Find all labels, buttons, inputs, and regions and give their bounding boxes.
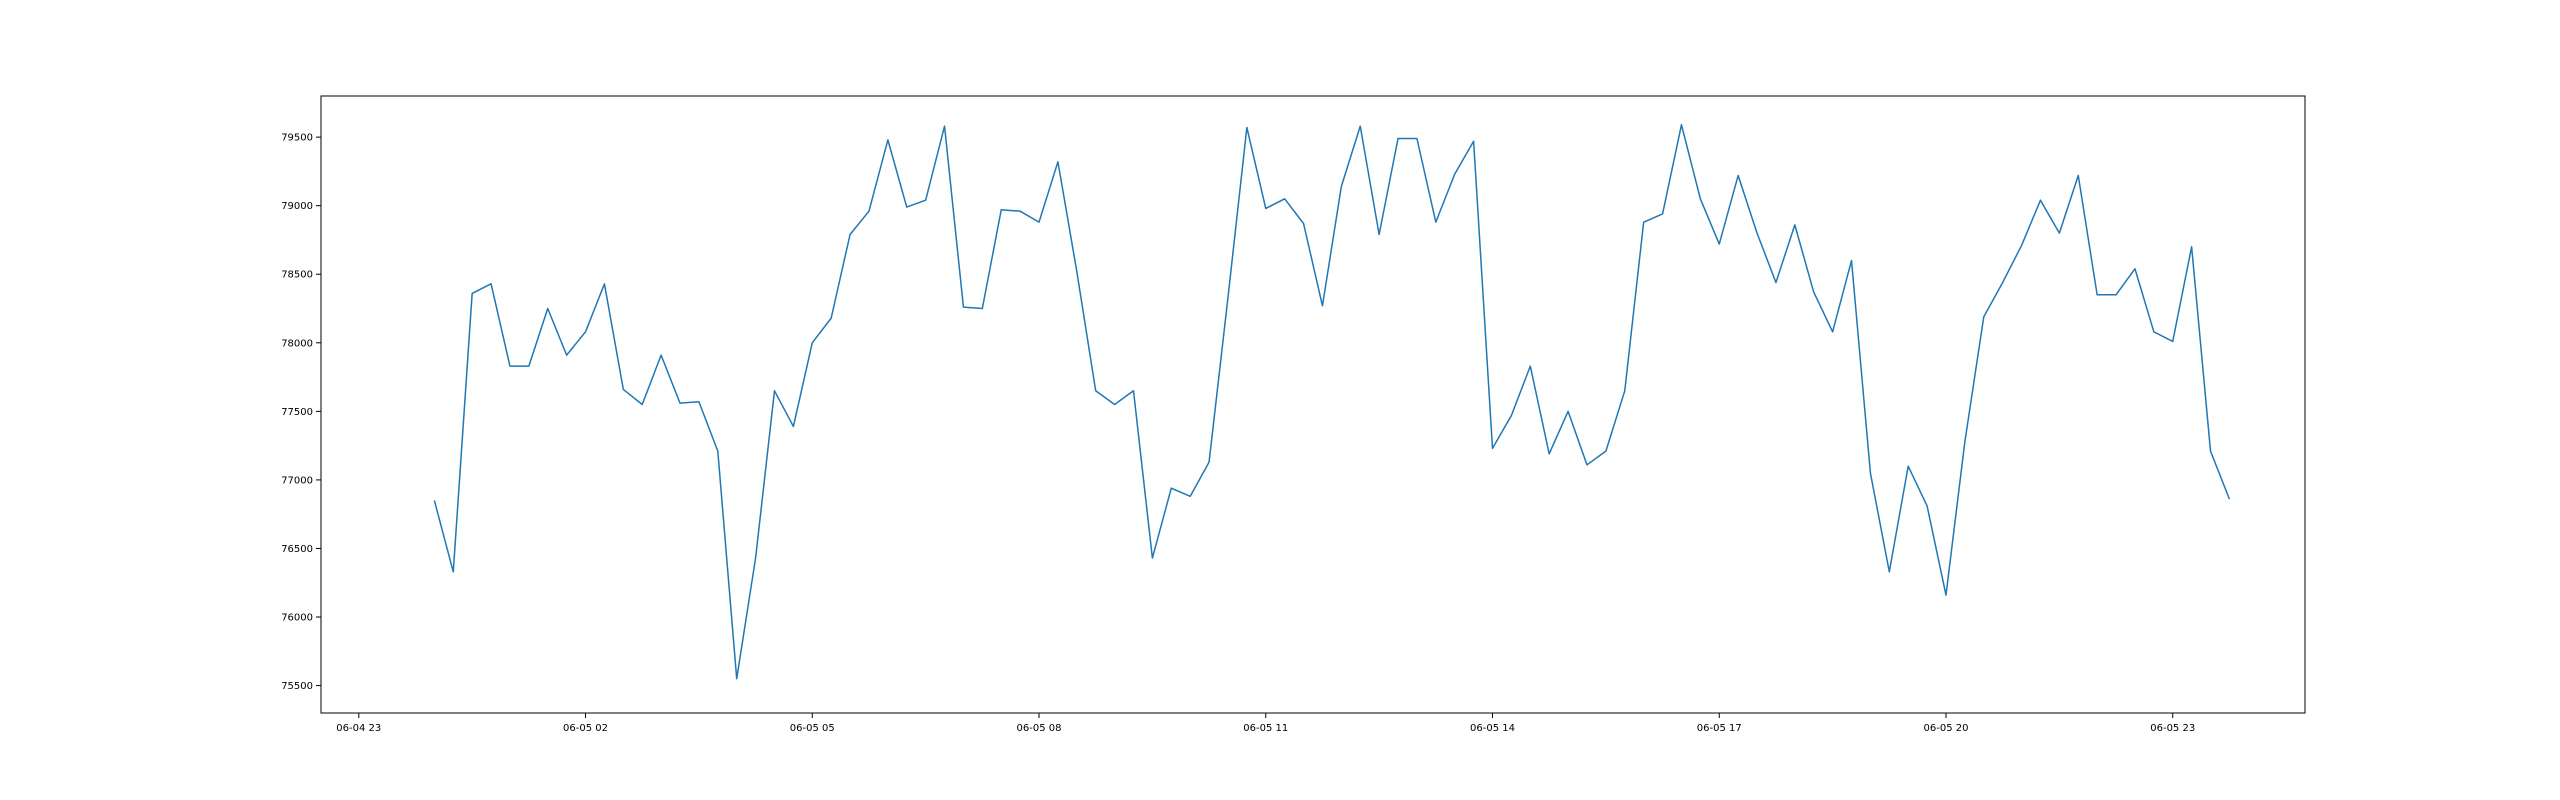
x-tick-label: 06-05 11 bbox=[1243, 723, 1288, 734]
y-tick-label: 75500 bbox=[281, 681, 313, 692]
y-tick-label: 79000 bbox=[281, 201, 313, 212]
x-tick-label: 06-05 23 bbox=[2150, 723, 2195, 734]
x-tick-label: 06-05 02 bbox=[563, 723, 608, 734]
series-layer bbox=[433, 124, 2231, 680]
x-tick-label: 06-05 14 bbox=[1470, 723, 1515, 734]
x-tick-label: 06-05 05 bbox=[790, 723, 835, 734]
y-tick-label: 77500 bbox=[281, 407, 313, 418]
y-tick-label: 78000 bbox=[281, 338, 313, 349]
axes-ticks: 06-04 23 06-05 02 06-05 05 06-05 08 06-05 11… bbox=[281, 133, 2195, 734]
y-tick-label: 78500 bbox=[281, 270, 313, 281]
y-tick-label: 76500 bbox=[281, 544, 313, 555]
y-tick-label: 76000 bbox=[281, 613, 313, 624]
x-tick-label: 06-05 20 bbox=[1924, 723, 1969, 734]
x-tick-label: 06-05 17 bbox=[1697, 723, 1742, 734]
x-tick-label: 06-04 23 bbox=[336, 723, 381, 734]
y-tick-label: 77000 bbox=[281, 475, 313, 486]
x-tick-label: 06-05 08 bbox=[1017, 723, 1062, 734]
y-tick-label: 79500 bbox=[281, 133, 313, 144]
series-line bbox=[433, 124, 2231, 680]
plot-frame bbox=[320, 95, 2306, 714]
